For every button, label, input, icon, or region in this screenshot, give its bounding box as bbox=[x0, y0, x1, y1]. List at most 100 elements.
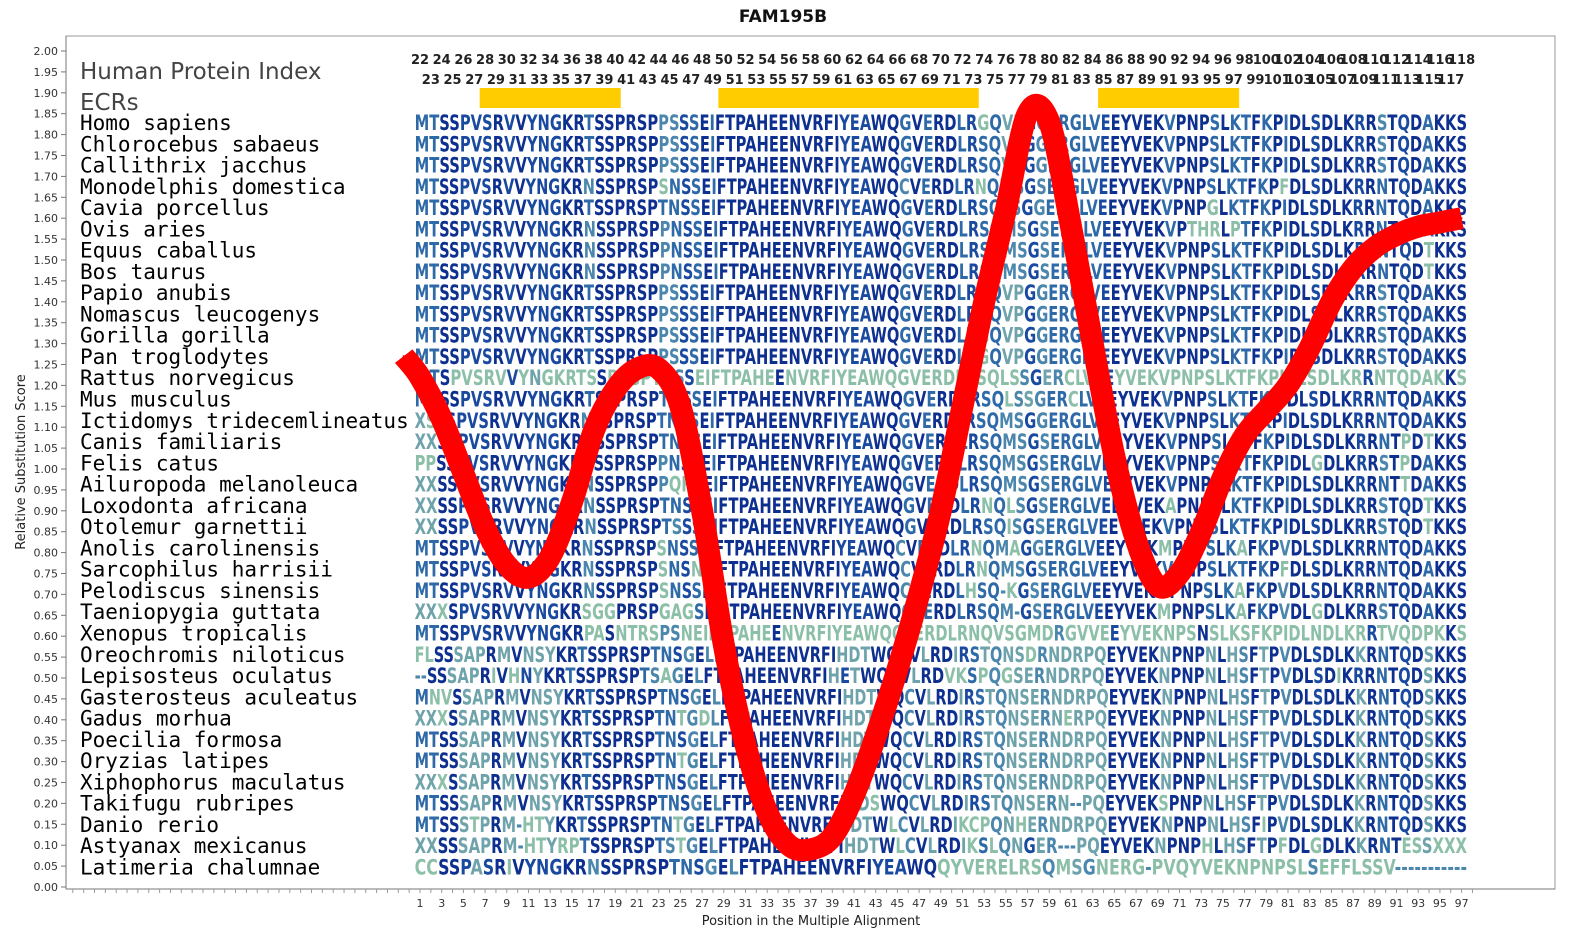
score-point bbox=[570, 501, 573, 504]
score-point bbox=[1091, 342, 1094, 345]
x-tick-label: 29 bbox=[717, 897, 731, 910]
score-point bbox=[462, 472, 465, 475]
sequence: FLSSSAPRMVNSYKRTSSPRSPTNSGELFTPAHEENVRFI… bbox=[415, 643, 1468, 667]
y-tick-label: 0.05 bbox=[34, 860, 59, 873]
score-point bbox=[1113, 455, 1116, 458]
x-tick-label: 67 bbox=[1129, 897, 1143, 910]
index-number-top: 32 bbox=[519, 53, 537, 68]
species-name: Monodelphis domestica bbox=[80, 175, 346, 199]
sequence: MTSSPVSRVVYNGKRTSSPRSPPSSSEIFTPAHEENVRFI… bbox=[415, 281, 1468, 305]
index-number-top: 44 bbox=[650, 53, 668, 68]
y-tick-label: 1.95 bbox=[34, 66, 59, 79]
index-number-bottom: 95 bbox=[1203, 73, 1221, 88]
index-number-top: 36 bbox=[563, 53, 581, 68]
score-point bbox=[1156, 585, 1159, 587]
score-point bbox=[1048, 121, 1051, 124]
sequence: MTSSPVSRVVYNGKRNSSPRSPSNSSEIFTPAHEENVRFI… bbox=[415, 536, 1468, 560]
score-point bbox=[701, 509, 704, 512]
x-tick-label: 51 bbox=[956, 897, 970, 910]
x-tick-label: 81 bbox=[1281, 897, 1295, 910]
score-point bbox=[1352, 267, 1355, 270]
sequence: MTSSSTPRM-HTYKRTSSPRSPTNTGELFTPAHEENVRFI… bbox=[415, 813, 1468, 837]
x-tick-label: 89 bbox=[1368, 897, 1382, 910]
index-number-bottom: 25 bbox=[444, 73, 462, 88]
index-number-top: 42 bbox=[628, 53, 646, 68]
score-point bbox=[657, 367, 660, 370]
sequence: MTSSPVSRVVYNGKRTSSPRSPPSSSEIFTPAHEENVRFI… bbox=[415, 111, 1468, 135]
x-tick-label: 97 bbox=[1455, 897, 1469, 910]
index-number-top: 68 bbox=[910, 53, 928, 68]
y-tick-label: 0.65 bbox=[34, 609, 59, 622]
score-point bbox=[614, 388, 617, 391]
index-number-top: 64 bbox=[867, 53, 885, 68]
y-tick-label: 1.80 bbox=[34, 129, 59, 142]
score-point bbox=[918, 593, 921, 596]
sequence: MTSSPVSRVVYNGKRNSSPRSPPNSSEIFTPAHEENVRFI… bbox=[415, 260, 1468, 284]
alignment-row: Gasterosteus aculeatus MNVSSAPRMVNSYKRTSS… bbox=[80, 685, 1467, 709]
index-number-bottom: 27 bbox=[465, 73, 483, 88]
x-tick-label: 37 bbox=[804, 897, 818, 910]
index-number-top: 100 bbox=[1253, 53, 1280, 68]
alignment-row: Otolemur garnettii XXSSPVSRVVYNGKRNSSPRSP… bbox=[80, 515, 1467, 539]
index-number-top: 26 bbox=[454, 53, 472, 68]
index-number-top: 34 bbox=[541, 53, 559, 68]
score-point bbox=[679, 405, 682, 408]
index-number-top: 84 bbox=[1084, 53, 1102, 68]
alignment-row: Cavia porcellus MTSSPVSRVVYNGKRTSSPRSPTNS… bbox=[80, 196, 1467, 220]
x-tick-label: 27 bbox=[695, 897, 709, 910]
score-point bbox=[1243, 434, 1246, 437]
species-name: Canis familiaris bbox=[80, 430, 282, 454]
index-number-bottom: 83 bbox=[1073, 73, 1091, 88]
score-point bbox=[527, 576, 530, 579]
x-tick-label: 57 bbox=[1021, 897, 1035, 910]
x-tick-label: 3 bbox=[438, 897, 445, 910]
species-name: Oreochromis niloticus bbox=[80, 643, 346, 667]
index-number-top: 82 bbox=[1062, 53, 1080, 68]
x-tick-label: 85 bbox=[1324, 897, 1338, 910]
alignment-row: Papio anubis MTSSPVSRVVYNGKRTSSPRSPPSSSEI… bbox=[80, 281, 1467, 305]
score-point bbox=[809, 848, 812, 851]
index-number-bottom: 75 bbox=[986, 73, 1004, 88]
species-name: Otolemur garnettii bbox=[80, 515, 308, 539]
y-tick-label: 1.45 bbox=[34, 275, 59, 288]
index-number-bottom: 55 bbox=[769, 73, 787, 88]
species-name: Astyanax mexicanus bbox=[80, 834, 308, 858]
alignment-row: Equus caballus MTSSPVSRVVYNGKRNSSPRSPPNSS… bbox=[80, 239, 1467, 263]
x-tick-label: 63 bbox=[1086, 897, 1100, 910]
score-line bbox=[394, 94, 1464, 862]
y-tick-label: 0.95 bbox=[34, 484, 59, 497]
alignment-row: Oryzias latipes MTSSSAPRMVNSYKRTSSPRSPTNT… bbox=[80, 749, 1467, 773]
y-tick-label: 0.90 bbox=[34, 505, 59, 518]
sequence: XXXSPVSRVVYNGKRSGGPRSPGAGSEIFTPAHEENVRFI… bbox=[415, 600, 1468, 624]
index-number-bottom: 35 bbox=[552, 73, 570, 88]
score-point bbox=[1395, 233, 1398, 236]
index-number-bottom: 87 bbox=[1116, 73, 1134, 88]
score-point bbox=[1330, 300, 1333, 303]
index-number-bottom: 47 bbox=[682, 73, 700, 88]
species-name: Gadus morhua bbox=[80, 707, 232, 731]
x-tick-label: 61 bbox=[1064, 897, 1078, 910]
index-number-top: 116 bbox=[1426, 53, 1453, 68]
x-tick-label: 65 bbox=[1107, 897, 1121, 910]
index-number-bottom: 63 bbox=[856, 73, 874, 88]
index-number-bottom: 103 bbox=[1285, 73, 1312, 88]
index-number-bottom: 117 bbox=[1437, 73, 1464, 88]
x-tick-label: 69 bbox=[1151, 897, 1165, 910]
species-name: Chlorocebus sabaeus bbox=[80, 132, 320, 156]
y-axis-ticks: 0.00 0.05 0.10 0.15 0.20 0.25 0.30 0.35 0.40 0.45… bbox=[34, 36, 67, 894]
sequence: XXSSPVSRVVYNGKRNSSPRSPPQRSEIFTPAHEENVRFI… bbox=[415, 473, 1468, 497]
alignment-row: Takifugu rubripes MTSSSAPRMVNSYKRTSSPRSPT… bbox=[80, 792, 1467, 816]
sequence: MTSSSAPRMVNSYKRTSSPRSPTNSGELFTPAHEENVRFI… bbox=[415, 792, 1468, 816]
alignment-row: Ictidomys tridecemlineatus XSSSPVSRVVYNGK… bbox=[80, 409, 1467, 433]
alignment-row: Bos taurus MTSSPVSRVVYNGKRNSSPRSPPNSSEIFT… bbox=[80, 260, 1467, 284]
species-name: Danio rerio bbox=[80, 813, 219, 837]
index-number-bottom: 41 bbox=[617, 73, 635, 88]
species-name: Homo sapiens bbox=[80, 111, 232, 135]
index-number-bottom: 29 bbox=[487, 73, 505, 88]
score-point bbox=[1460, 217, 1463, 220]
x-tick-label: 87 bbox=[1346, 897, 1360, 910]
alignment-row: Canis familiaris XXSSPVSRVVYNGKRNSSPRSPTN… bbox=[80, 430, 1467, 454]
score-point bbox=[1438, 221, 1441, 224]
alignment-row: Taeniopygia guttata XXXSPVSRVVYNGKRSGGPRS… bbox=[80, 600, 1467, 624]
